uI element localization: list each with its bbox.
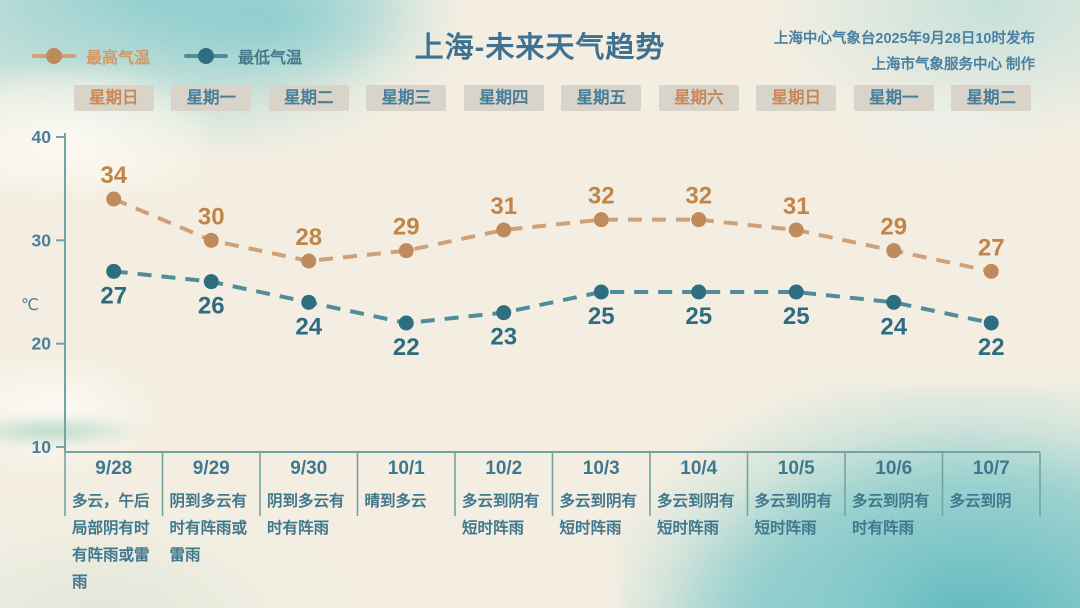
svg-text:31: 31 xyxy=(783,193,810,220)
svg-text:25: 25 xyxy=(685,303,712,330)
svg-text:29: 29 xyxy=(393,214,420,241)
svg-text:24: 24 xyxy=(295,313,322,340)
svg-text:10: 10 xyxy=(32,437,52,457)
forecast-column-10/2: 10/2 多云到阴有短时阵雨 xyxy=(455,456,553,542)
svg-text:23: 23 xyxy=(490,324,517,351)
svg-text:32: 32 xyxy=(588,183,615,210)
forecast-date: 9/28 xyxy=(95,458,133,479)
forecast-date: 10/7 xyxy=(972,458,1010,479)
svg-text:℃: ℃ xyxy=(21,297,39,314)
page-title: 上海-未来天气趋势 xyxy=(414,32,666,64)
forecast-column-10/4: 10/4 多云到阴有短时阵雨 xyxy=(650,456,748,542)
svg-text:22: 22 xyxy=(393,334,420,361)
forecast-description: 多云到阴有短时阵雨 xyxy=(462,493,540,537)
svg-text:20: 20 xyxy=(32,334,52,354)
forecast-column-9/30: 9/30 阴到多云有时有阵雨 xyxy=(260,456,358,542)
svg-text:25: 25 xyxy=(588,303,615,330)
forecast-date: 10/5 xyxy=(777,458,815,479)
forecast-column-10/5: 10/5 多云到阴有短时阵雨 xyxy=(748,456,846,542)
svg-text:30: 30 xyxy=(32,230,52,250)
svg-text:26: 26 xyxy=(198,293,225,320)
svg-text:40: 40 xyxy=(32,127,52,147)
forecast-description: 晴到多云 xyxy=(364,493,427,510)
forecast-description: 多云到阴 xyxy=(949,493,1012,510)
forecast-date: 10/6 xyxy=(875,458,913,479)
day-header-10/4: 星期六 xyxy=(658,85,739,111)
svg-text:28: 28 xyxy=(295,224,322,251)
forecast-description: 多云，午后局部阴有时有阵雨或雷雨 xyxy=(72,493,150,591)
day-header-10/2: 星期四 xyxy=(463,85,544,111)
svg-text:34: 34 xyxy=(100,162,127,189)
svg-text:31: 31 xyxy=(490,193,517,220)
forecast-date: 9/29 xyxy=(192,458,230,479)
forecast-description: 阴到多云有时有阵雨或雷雨 xyxy=(169,493,248,564)
svg-text:27: 27 xyxy=(100,282,127,309)
forecast-description: 多云到阴有时有阵雨 xyxy=(852,493,930,537)
forecast-description: 多云到阴有短时阵雨 xyxy=(657,493,735,537)
svg-text:25: 25 xyxy=(783,303,810,330)
forecast-column-10/3: 10/3 多云到阴有短时阵雨 xyxy=(553,456,651,542)
day-header-10/3: 星期五 xyxy=(561,85,642,111)
forecast-column-9/28: 9/28 多云，午后局部阴有时有阵雨或雷雨 xyxy=(65,456,163,596)
forecast-column-10/6: 10/6 多云到阴有时有阵雨 xyxy=(845,456,943,542)
forecast-date: 10/3 xyxy=(582,458,620,479)
forecast-date: 10/1 xyxy=(387,458,425,479)
forecast-description: 多云到阴有短时阵雨 xyxy=(559,493,638,537)
forecast-date: 10/4 xyxy=(680,458,718,479)
svg-text:32: 32 xyxy=(685,183,712,210)
svg-text:29: 29 xyxy=(880,214,907,241)
svg-text:22: 22 xyxy=(978,334,1005,361)
forecast-date: 10/2 xyxy=(485,458,523,479)
svg-text:24: 24 xyxy=(880,313,907,340)
forecast-description: 多云到阴有短时阵雨 xyxy=(754,493,833,537)
forecast-date: 9/30 xyxy=(290,458,328,479)
forecast-column-10/7: 10/7 多云到阴 xyxy=(943,456,1041,515)
forecast-column-10/1: 10/1 晴到多云 xyxy=(358,456,456,515)
forecast-description: 阴到多云有时有阵雨 xyxy=(267,493,345,537)
forecast-column-9/29: 9/29 阴到多云有时有阵雨或雷雨 xyxy=(163,456,261,569)
svg-text:30: 30 xyxy=(198,203,225,230)
svg-text:27: 27 xyxy=(978,234,1005,261)
